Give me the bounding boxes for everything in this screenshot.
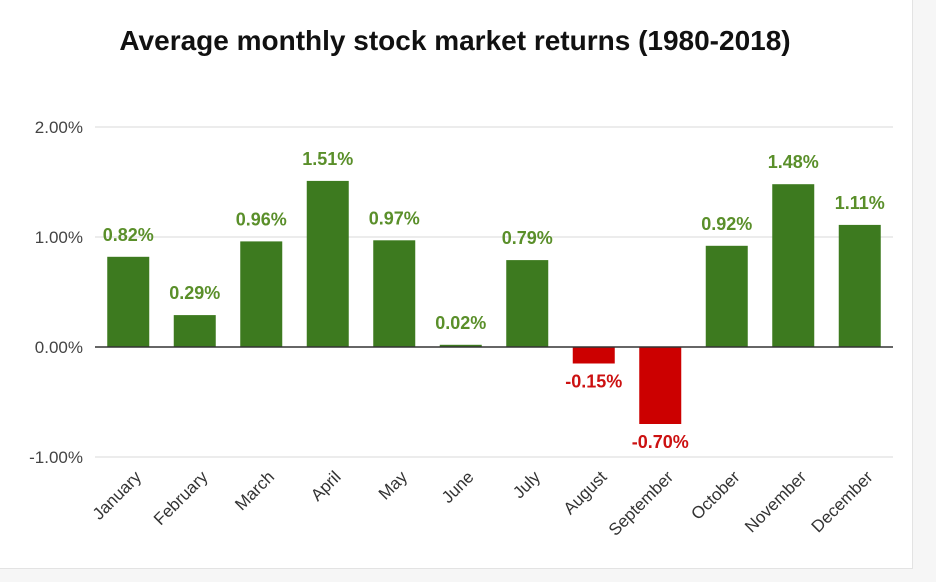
category-label-november: November	[741, 467, 810, 536]
category-label-april: April	[307, 467, 344, 504]
category-label-may: May	[375, 467, 411, 503]
category-label-july: July	[509, 467, 544, 502]
data-label-november: 1.48%	[768, 152, 819, 172]
bar-september	[639, 347, 682, 424]
chart-card: Average monthly stock market returns (19…	[0, 0, 913, 569]
category-label-august: August	[560, 467, 611, 518]
category-label-march: March	[231, 467, 278, 514]
data-labels: 0.82% 0.29% 0.96% 1.51% 0.97% 0.02% 0.79% -0.15…	[103, 149, 885, 452]
bar-april	[306, 180, 349, 347]
bar-december	[838, 224, 881, 347]
bar-january	[107, 256, 150, 347]
category-label-october: October	[687, 467, 743, 523]
category-label-january: January	[89, 467, 146, 524]
data-label-september: -0.70%	[632, 432, 689, 452]
bar-march	[240, 241, 283, 347]
data-label-october: 0.92%	[701, 214, 752, 234]
data-label-august: -0.15%	[565, 372, 622, 392]
category-label-june: June	[438, 467, 478, 507]
chart-title: Average monthly stock market returns (19…	[119, 25, 790, 56]
y-tick-label: 1.00%	[35, 228, 83, 247]
y-axis-ticks: 2.00% 1.00% 0.00% -1.00%	[29, 118, 83, 467]
bar-chart: Average monthly stock market returns (19…	[29, 25, 893, 540]
data-label-may: 0.97%	[369, 208, 420, 228]
bar-august	[572, 347, 615, 364]
data-label-february: 0.29%	[169, 283, 220, 303]
data-label-july: 0.79%	[502, 228, 553, 248]
bar-july	[506, 260, 549, 347]
y-tick-label: 2.00%	[35, 118, 83, 137]
bar-may	[373, 240, 416, 347]
data-label-december: 1.11%	[835, 193, 885, 213]
x-axis-categories: January February March April May June July Augu…	[89, 467, 877, 540]
bar-november	[772, 184, 815, 347]
y-tick-label: 0.00%	[35, 338, 83, 357]
y-tick-label: -1.00%	[29, 448, 83, 467]
bar-june	[439, 344, 482, 347]
bar-february	[173, 315, 216, 347]
bars	[107, 180, 881, 424]
bar-october	[705, 245, 748, 347]
category-label-february: February	[150, 467, 212, 529]
category-label-december: December	[808, 467, 877, 536]
data-label-march: 0.96%	[236, 209, 287, 229]
gridlines	[95, 126, 893, 458]
data-label-june: 0.02%	[435, 313, 486, 333]
category-label-september: September	[605, 467, 677, 539]
data-label-january: 0.82%	[103, 225, 154, 245]
data-label-april: 1.51%	[302, 149, 353, 169]
